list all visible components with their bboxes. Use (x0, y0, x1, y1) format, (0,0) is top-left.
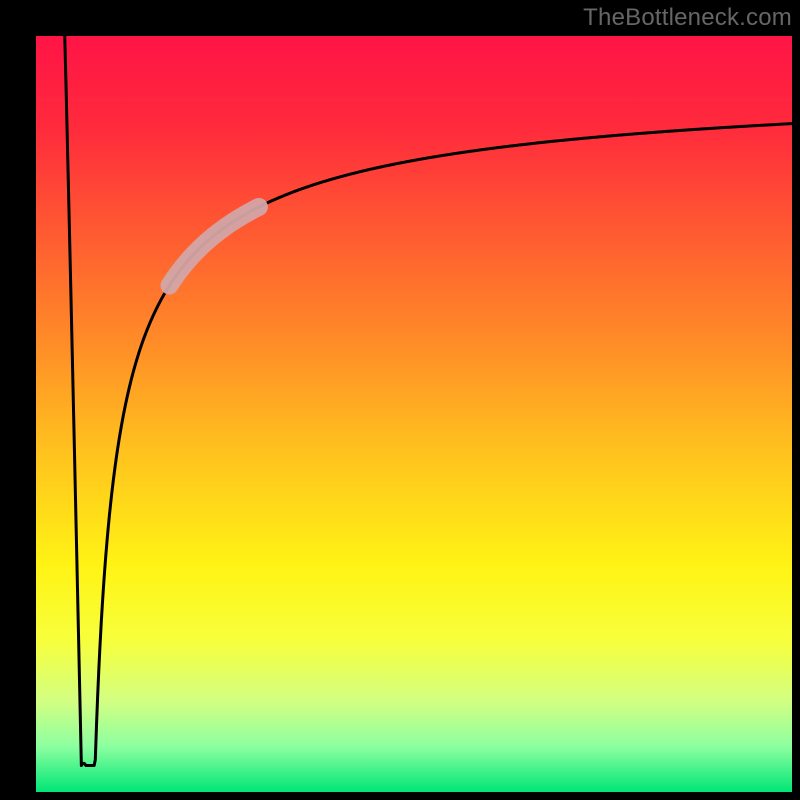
plot-svg (0, 0, 800, 800)
bottleneck-chart: TheBottleneck.com (0, 0, 800, 800)
gradient-background (36, 36, 792, 792)
